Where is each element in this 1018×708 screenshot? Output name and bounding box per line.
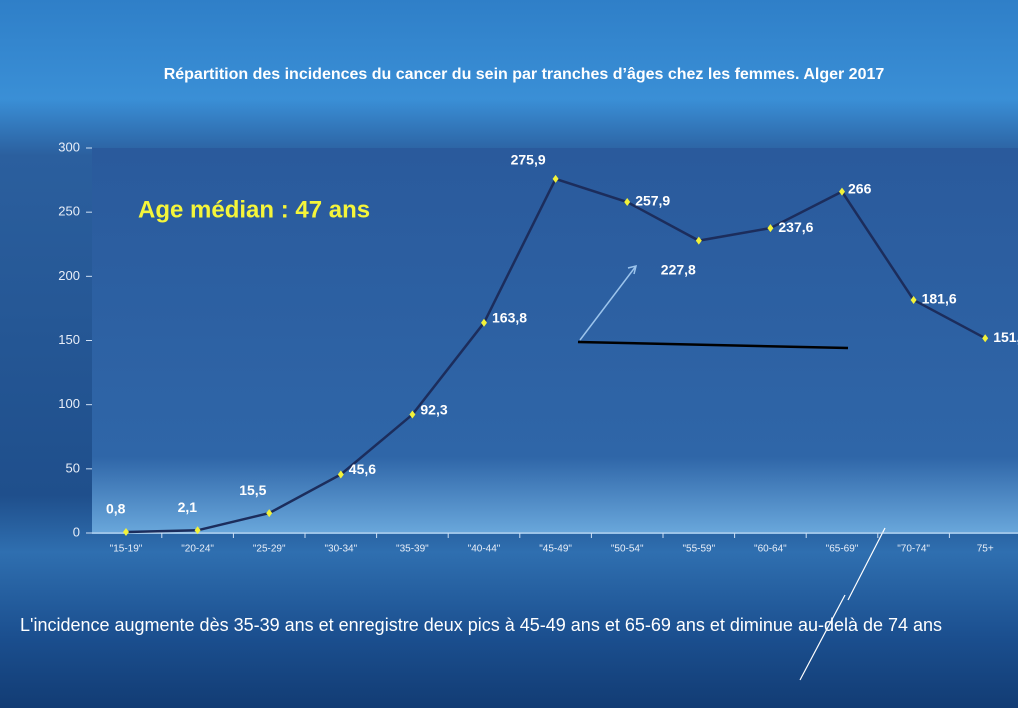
- slash: [847, 527, 886, 601]
- x-tick-label: "70-74": [897, 544, 930, 555]
- x-tick-label: "55-59": [682, 544, 715, 555]
- marker: [624, 198, 631, 207]
- data-label: 2,1: [178, 499, 198, 515]
- marker: [194, 526, 201, 535]
- x-tick-label: "20-24": [181, 544, 214, 555]
- data-label: 92,3: [420, 401, 447, 417]
- data-label: 275,9: [511, 152, 546, 168]
- marker: [695, 236, 702, 245]
- marker: [910, 295, 917, 304]
- data-label: 227,8: [661, 261, 696, 277]
- y-tick-label: 50: [66, 460, 80, 475]
- x-tick-label: "25-29": [253, 544, 286, 555]
- slash: [799, 594, 846, 681]
- marker: [839, 187, 845, 196]
- x-tick-label: "50-54": [611, 544, 644, 555]
- x-tick-label: "15-19": [110, 544, 143, 555]
- marker: [266, 509, 273, 518]
- marker: [767, 224, 774, 233]
- plot-area: [92, 148, 1018, 534]
- data-label: 237,6: [778, 219, 813, 235]
- x-tick-label: "45-49": [539, 544, 572, 555]
- data-label: 181,6: [922, 291, 957, 307]
- marker: [552, 174, 559, 183]
- y-tick-label: 200: [58, 268, 80, 283]
- data-label: 151,8: [993, 329, 1018, 345]
- arrow: [579, 265, 637, 341]
- x-tick-label: "40-44": [468, 544, 501, 555]
- arrow-head: [627, 264, 638, 275]
- marker: [481, 318, 487, 327]
- data-label: 257,9: [635, 193, 670, 209]
- marker: [123, 527, 129, 536]
- data-label: 15,5: [239, 482, 266, 498]
- marker: [982, 334, 989, 343]
- annotation: Age médian : 47 ans: [138, 196, 370, 223]
- y-tick-label: 150: [58, 332, 80, 347]
- trend-line: [577, 340, 849, 350]
- y-tick-label: 250: [58, 204, 80, 219]
- chart-title: Répartition des incidences du cancer du …: [164, 66, 885, 83]
- x-tick-label: "60-64": [754, 544, 787, 555]
- footer-text: L'incidence augmente dès 35-39 ans et en…: [20, 615, 943, 635]
- data-label: 266: [848, 180, 872, 196]
- x-tick-label: "35-39": [396, 544, 429, 555]
- y-tick-label: 0: [73, 524, 80, 539]
- x-tick-label: "65-69": [826, 544, 859, 555]
- y-tick-label: 300: [58, 139, 80, 154]
- x-tick-label: "30-34": [324, 544, 357, 555]
- y-tick-label: 100: [58, 396, 80, 411]
- marker: [337, 470, 344, 479]
- data-label: 0,8: [106, 501, 126, 517]
- data-label: 163,8: [492, 309, 527, 325]
- x-tick-label: 75+: [977, 544, 994, 555]
- data-label: 45,6: [349, 461, 376, 477]
- marker: [409, 410, 416, 419]
